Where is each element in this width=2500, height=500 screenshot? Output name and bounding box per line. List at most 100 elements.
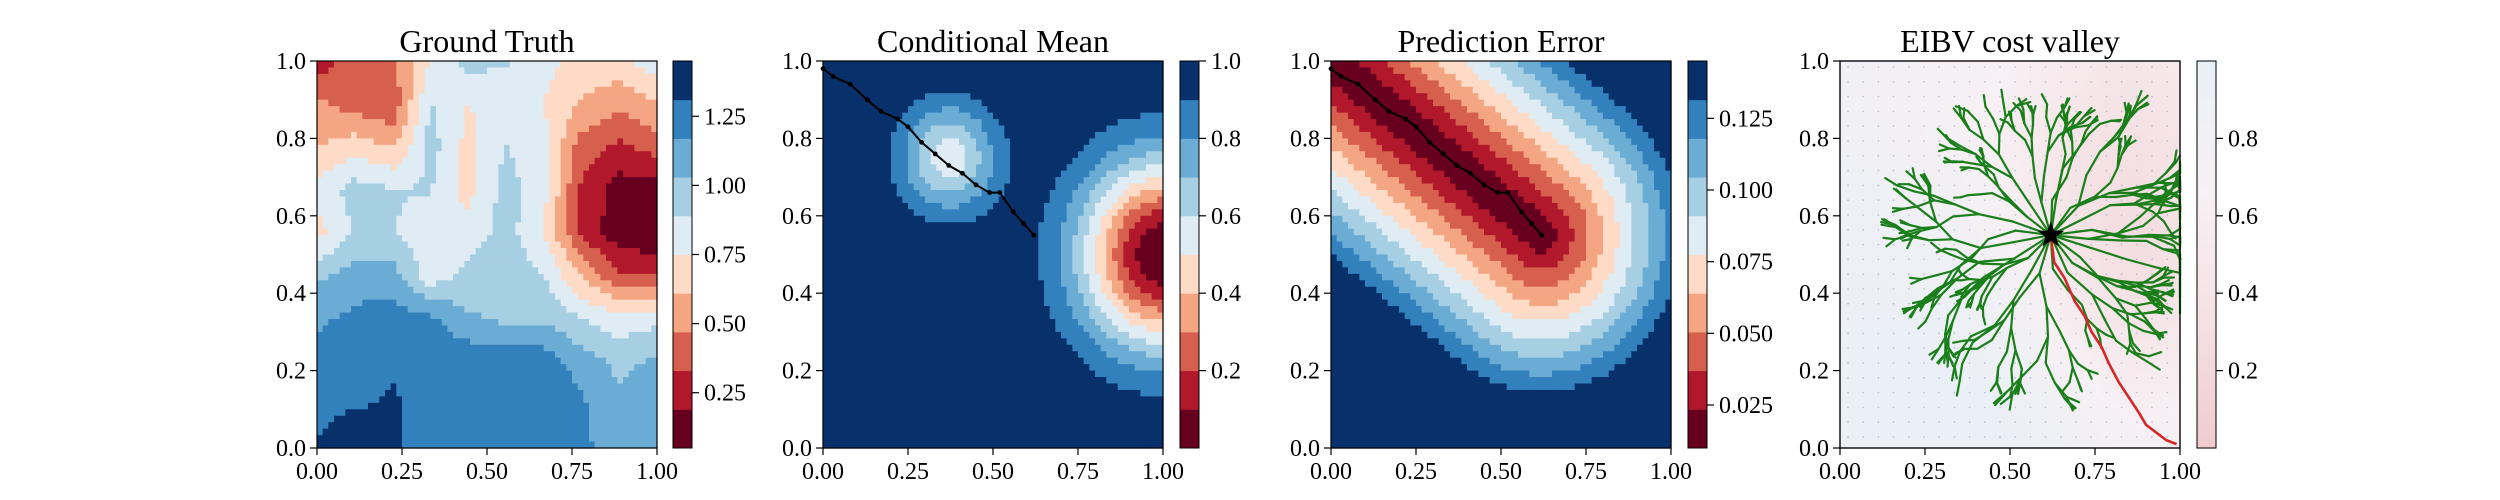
heat-cell xyxy=(1134,190,1141,198)
heat-cell xyxy=(373,312,380,320)
heat-cell xyxy=(594,364,601,372)
heat-cell xyxy=(845,157,852,165)
heat-cell xyxy=(942,190,949,198)
heat-cell xyxy=(549,325,556,333)
heat-cell xyxy=(407,235,414,243)
heat-cell xyxy=(1004,151,1011,159)
heat-cell xyxy=(521,377,528,385)
heat-cell xyxy=(356,119,363,127)
heat-cell xyxy=(589,164,596,172)
heat-cell xyxy=(577,157,584,165)
heat-cell xyxy=(538,164,545,172)
heat-cell xyxy=(498,428,505,436)
heat-cell xyxy=(447,319,454,327)
heat-cell xyxy=(447,435,454,443)
heat-cell xyxy=(981,93,988,101)
heat-cell xyxy=(623,138,630,146)
heat-cell xyxy=(628,248,635,256)
heat-cell xyxy=(577,99,584,107)
heat-cell xyxy=(515,280,522,288)
heat-cell xyxy=(617,99,624,107)
heat-cell xyxy=(498,177,505,185)
heat-cell xyxy=(441,138,448,146)
heat-cell xyxy=(413,377,420,385)
heat-cell xyxy=(538,215,545,223)
heat-cell xyxy=(1089,190,1096,198)
heat-cell xyxy=(857,119,864,127)
heat-cell xyxy=(1021,183,1028,191)
heat-cell xyxy=(436,67,443,75)
heat-cell xyxy=(538,306,545,314)
heat-cell xyxy=(407,164,414,172)
colorbar-band xyxy=(673,409,692,449)
heat-cell xyxy=(385,331,392,339)
heat-cell xyxy=(458,338,465,346)
heat-cell xyxy=(623,183,630,191)
heat-cell xyxy=(1117,80,1124,88)
heat-cell xyxy=(577,67,584,75)
heat-cell xyxy=(981,183,988,191)
heat-cell xyxy=(600,415,607,423)
heat-cell xyxy=(1049,80,1056,88)
heat-cell xyxy=(1151,67,1158,75)
heat-cell xyxy=(908,138,915,146)
heat-cell xyxy=(362,106,369,114)
heat-cell xyxy=(1151,157,1158,165)
heat-cell xyxy=(345,67,352,75)
heat-cell xyxy=(823,99,830,107)
heat-cell xyxy=(413,164,420,172)
heat-cell xyxy=(583,106,590,114)
heat-cell xyxy=(594,235,601,243)
heat-cell xyxy=(566,377,573,385)
heat-cell xyxy=(1049,151,1056,159)
heat-cell xyxy=(628,151,635,159)
heat-cell xyxy=(498,248,505,256)
heat-cell xyxy=(1078,170,1085,178)
heat-cell xyxy=(651,151,658,159)
heat-cell xyxy=(1140,80,1147,88)
heat-cell xyxy=(487,222,494,230)
heat-cell xyxy=(1010,67,1017,75)
heat-cell xyxy=(526,428,533,436)
heat-cell xyxy=(322,273,329,281)
heat-cell xyxy=(322,325,329,333)
heat-cell xyxy=(481,73,488,81)
heat-cell xyxy=(475,299,482,307)
heat-cell xyxy=(532,396,539,404)
heat-cell xyxy=(436,273,443,281)
heat-cell xyxy=(464,131,471,139)
heat-cell xyxy=(651,61,658,69)
heat-cell xyxy=(504,125,511,133)
heat-cell xyxy=(566,119,573,127)
x-tick-label: 1.00 xyxy=(636,459,678,485)
heat-cell xyxy=(947,170,954,178)
heat-cell xyxy=(617,260,624,268)
heat-cell xyxy=(617,428,624,436)
heat-cell xyxy=(987,61,994,69)
heat-cell xyxy=(1032,144,1039,152)
heat-cell xyxy=(1129,177,1136,185)
heat-cell xyxy=(345,241,352,249)
heat-cell xyxy=(419,312,426,320)
heat-cell xyxy=(498,280,505,288)
heat-cell xyxy=(339,280,346,288)
heat-cell xyxy=(356,409,363,417)
heat-cell xyxy=(976,131,983,139)
heat-cell xyxy=(492,325,499,333)
heat-cell xyxy=(504,422,511,430)
heat-cell xyxy=(470,441,477,449)
heat-cell xyxy=(532,254,539,262)
heat-cell xyxy=(606,196,613,204)
heat-cell xyxy=(583,383,590,391)
heat-cell xyxy=(424,370,431,378)
heat-cell xyxy=(885,183,892,191)
heat-cell xyxy=(322,351,329,359)
heat-cell xyxy=(1066,112,1073,120)
heat-cell xyxy=(611,222,618,230)
heat-cell xyxy=(368,112,375,120)
heat-cell xyxy=(628,325,635,333)
heat-cell xyxy=(419,364,426,372)
heat-cell xyxy=(402,61,409,69)
heat-cell xyxy=(515,254,522,262)
heat-cell xyxy=(628,383,635,391)
